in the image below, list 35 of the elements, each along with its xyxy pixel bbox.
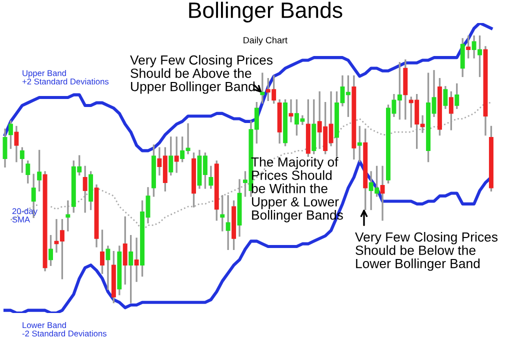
annotation: Very Few Closing Prices Should be Above the Upper Bollinger Band [130, 55, 273, 94]
candlestick [100, 230, 104, 274]
candlestick [260, 72, 265, 104]
candlestick [454, 83, 460, 109]
candlestick [168, 136, 174, 176]
candlestick [288, 99, 294, 122]
annotation: Very Few Closing Prices Should be Below the Lower Bollinger Band [355, 232, 498, 271]
candlestick [357, 126, 362, 162]
candlestick [2, 128, 8, 168]
candlestick [128, 235, 134, 304]
annotation: 20-day SMA [12, 208, 38, 222]
candlestick [220, 195, 225, 232]
text: Lower Band -2 Standard Deviations [22, 322, 106, 336]
candlestick [48, 235, 53, 266]
chart-subtitle: Daily Chart [244, 36, 288, 46]
candlestick [8, 120, 13, 149]
candlestick [26, 160, 30, 184]
candlestick [443, 86, 448, 109]
candlestick [226, 195, 230, 250]
candlestick [380, 166, 385, 221]
candlestick [14, 126, 19, 162]
candlestick [37, 150, 42, 192]
candlestick [106, 246, 110, 290]
candlestick [174, 136, 179, 173]
candlestick [82, 166, 88, 213]
candlestick [134, 238, 139, 282]
annotation: Upper Band +2 Standard Deviations [22, 70, 109, 84]
chart-title: Bollinger Bands [189, 2, 342, 22]
candlestick [122, 216, 128, 285]
candlestick [20, 147, 24, 173]
candlestick [66, 200, 70, 232]
candlestick [208, 166, 214, 189]
candlestick [466, 35, 471, 58]
candlestick [448, 91, 454, 130]
candlestick [460, 38, 465, 78]
